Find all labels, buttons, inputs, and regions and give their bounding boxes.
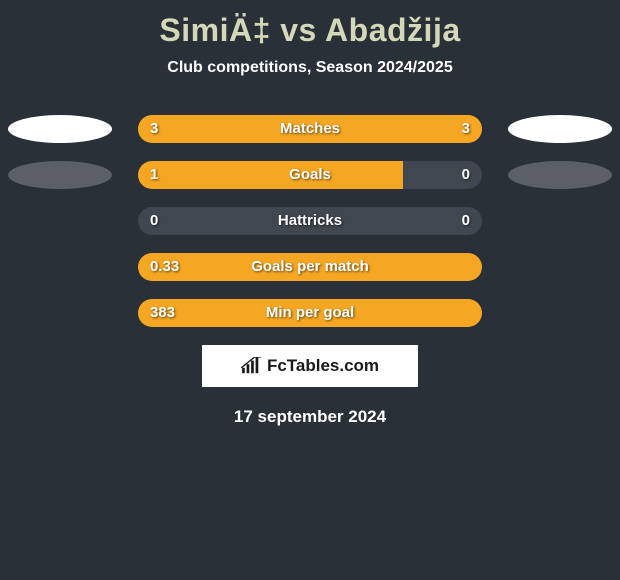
bar-chart-icon [241,357,263,375]
stat-bar: 33Matches [138,115,482,143]
stat-bar: 10Goals [138,161,482,189]
stat-row: 0.33Goals per match [0,253,620,281]
player-left-avatar [8,115,112,143]
page-subtitle: Club competitions, Season 2024/2025 [0,59,620,77]
player-right-avatar [508,115,612,143]
logo-text: FcTables.com [267,356,379,376]
logo-box: FcTables.com [202,345,418,387]
stat-bar: 0.33Goals per match [138,253,482,281]
page-title: SimiÄ‡ vs Abadžija [0,0,620,49]
stat-row: 33Matches [0,115,620,143]
logo: FcTables.com [241,356,379,376]
stat-row: 383Min per goal [0,299,620,327]
stat-label: Goals [138,161,482,189]
player-right-avatar [508,161,612,189]
stat-bar: 383Min per goal [138,299,482,327]
stat-label: Goals per match [138,253,482,281]
stat-label: Min per goal [138,299,482,327]
stats-container: 33Matches 10Goals 00Hattricks 0.33Goals per… [0,115,620,327]
stat-label: Hattricks [138,207,482,235]
player-left-avatar [8,161,112,189]
stat-row: 00Hattricks [0,207,620,235]
date-label: 17 september 2024 [0,407,620,427]
stat-bar: 00Hattricks [138,207,482,235]
stat-label: Matches [138,115,482,143]
stat-row: 10Goals [0,161,620,189]
